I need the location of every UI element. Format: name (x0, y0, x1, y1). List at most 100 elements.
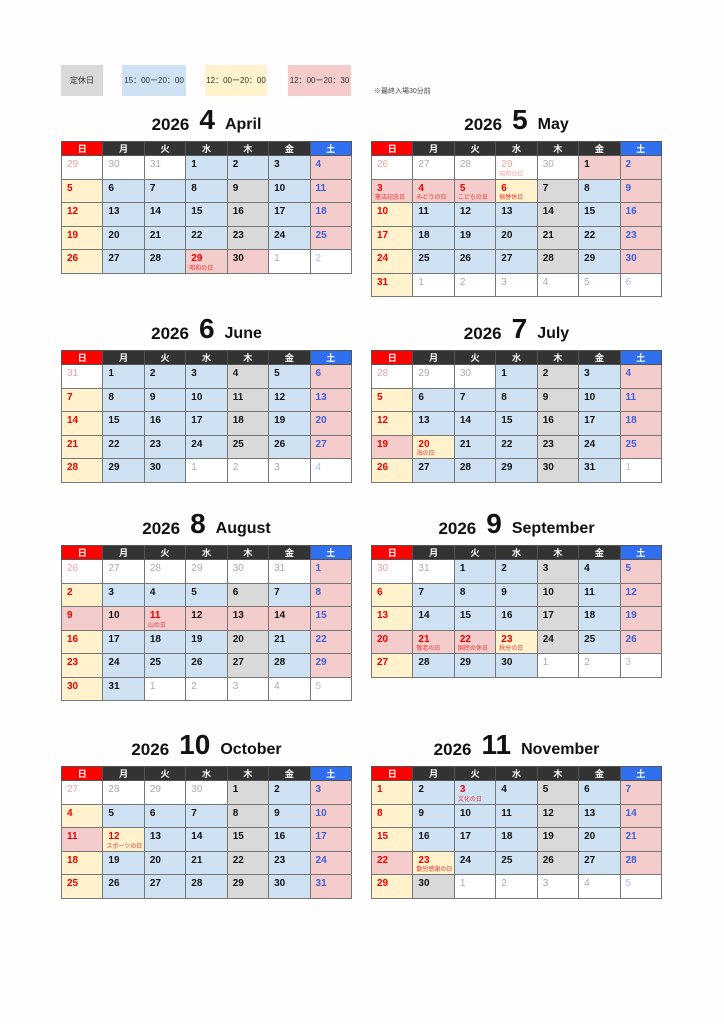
day-cell: 1 (619, 458, 663, 483)
day-cell: 5 (578, 272, 621, 297)
day-cell: 9 (143, 387, 187, 412)
week-row: 7 8 9 10 11 12 13 (60, 387, 353, 412)
weekday-header: 水 (185, 766, 228, 781)
day-number: 6 (377, 586, 383, 598)
weekday-header: 土 (309, 141, 353, 156)
day-number: 24 (315, 854, 327, 866)
day-cell: 3 (185, 364, 228, 389)
day-number: 2 (149, 368, 156, 379)
month-title-num: 11 (481, 729, 512, 760)
day-cell: 23 (60, 653, 104, 678)
day-cell: 24 (370, 249, 414, 274)
day-number: 11 (149, 610, 161, 621)
weekday-header: 水 (495, 766, 538, 781)
day-cell: 7 (619, 780, 663, 805)
day-cell: 29 (370, 874, 414, 899)
day-number: 31 (315, 878, 327, 889)
week-row: 12 13 14 15 16 17 18 (60, 202, 353, 227)
month-title-year: 2026 (151, 115, 190, 134)
weekday-header: 日 (370, 766, 414, 781)
day-number: 21 (625, 831, 637, 842)
day-cell: 8 (309, 582, 353, 607)
day-cell: 9 (412, 803, 455, 828)
day-number: 22 (377, 854, 389, 866)
day-number: 19 (67, 229, 79, 241)
day-cell: 3 (102, 582, 145, 607)
day-number: 10 (377, 206, 389, 217)
day-number: 9 (542, 391, 549, 403)
day-cell: 26 (536, 850, 580, 875)
day-cell: 23 (268, 850, 311, 875)
day-number: 20 (584, 831, 596, 842)
day-number: 4 (501, 784, 507, 795)
calendar-month-7: 2026 7 July 日月火水木金土 28 29 30 1 2 3 4 5 6 7 8 9 10 11 12 13 1… (370, 314, 663, 483)
day-number: 30 (232, 253, 244, 264)
day-cell: 16 (536, 411, 580, 436)
day-cell: 13 (370, 606, 414, 631)
day-cell: 29 (60, 155, 104, 180)
day-number: 28 (625, 854, 637, 866)
day-number: 15 (584, 206, 596, 217)
day-number: 4 (584, 878, 590, 889)
day-number: 18 (67, 854, 79, 866)
day-cell: 14 (619, 803, 663, 828)
weekday-header: 火 (453, 545, 497, 560)
weekday-header: 日 (60, 141, 104, 156)
day-cell: 14 (453, 411, 497, 436)
holiday-label: 秋分の日 (499, 646, 524, 652)
day-cell: 5 (370, 387, 414, 412)
week-row: 19 20 21 22 23 24 25 (60, 225, 353, 250)
day-number: 3 (459, 784, 466, 795)
day-number: 27 (377, 657, 389, 668)
last-entry-note: ※最終入場30分前 (374, 88, 431, 95)
day-number: 24 (584, 438, 596, 450)
week-row: 3 憲法記念日 4 みどりの日 5 こどもの日 6 振替休日 7 8 9 (370, 178, 663, 203)
day-cell: 1 (370, 780, 414, 805)
day-cell: 8 (578, 178, 621, 203)
day-cell: 25 (578, 629, 621, 654)
day-cell: 12 (619, 582, 663, 607)
weekday-header: 金 (578, 141, 621, 156)
day-number: 6 (418, 391, 424, 403)
day-cell: 9 (268, 803, 311, 828)
day-number: 15 (459, 610, 471, 621)
day-number: 1 (191, 462, 197, 473)
day-cell: 6 (412, 387, 455, 412)
day-cell: 26 (185, 653, 228, 678)
day-cell: 20 海の日 (412, 434, 455, 459)
day-cell: 16 (412, 827, 455, 852)
day-number: 25 (584, 633, 596, 645)
day-number: 5 (377, 391, 383, 403)
day-cell: 27 (102, 249, 145, 274)
day-number: 3 (377, 182, 383, 194)
day-number: 2 (232, 462, 239, 473)
day-cell: 20 (102, 225, 145, 250)
day-number: 16 (149, 415, 161, 426)
day-number: 8 (232, 807, 239, 819)
day-cell: 23 (226, 225, 270, 250)
day-cell: 17 (309, 827, 353, 852)
day-cell: 26 (60, 559, 104, 584)
day-cell: 1 (185, 458, 228, 483)
day-cell: 31 (268, 559, 311, 584)
day-cell: 22 (102, 434, 145, 459)
day-number: 16 (67, 633, 79, 645)
weekday-header: 火 (143, 766, 187, 781)
holiday-label: みどりの日 (416, 195, 447, 201)
day-number: 30 (418, 878, 430, 889)
day-number: 28 (274, 657, 286, 668)
day-cell: 8 (102, 387, 145, 412)
weekday-header: 火 (143, 141, 187, 156)
day-cell: 6 振替休日 (495, 178, 538, 203)
weekday-header: 日 (60, 766, 104, 781)
day-number: 10 (459, 807, 471, 819)
day-number: 17 (108, 633, 120, 645)
day-number: 11 (501, 807, 512, 819)
month-title-name: September (511, 520, 595, 537)
day-number: 13 (232, 610, 244, 621)
day-number: 5 (108, 807, 114, 819)
month-title-name: April (224, 116, 262, 133)
day-number: 14 (149, 206, 161, 217)
day-cell: 4 (495, 780, 538, 805)
day-number: 25 (232, 438, 244, 450)
